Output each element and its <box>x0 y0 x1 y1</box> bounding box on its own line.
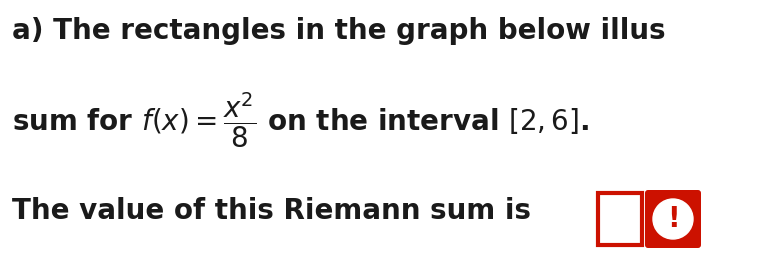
Circle shape <box>653 199 693 239</box>
Text: a) The rectangles in the graph below illus: a) The rectangles in the graph below ill… <box>12 17 666 45</box>
Text: sum for $f(x) = \dfrac{x^2}{8}$ on the interval $[2, 6]$.: sum for $f(x) = \dfrac{x^2}{8}$ on the i… <box>12 90 589 149</box>
FancyBboxPatch shape <box>598 193 642 245</box>
Text: The value of this Riemann sum is: The value of this Riemann sum is <box>12 197 531 225</box>
Text: !: ! <box>667 205 679 233</box>
FancyBboxPatch shape <box>645 190 701 248</box>
